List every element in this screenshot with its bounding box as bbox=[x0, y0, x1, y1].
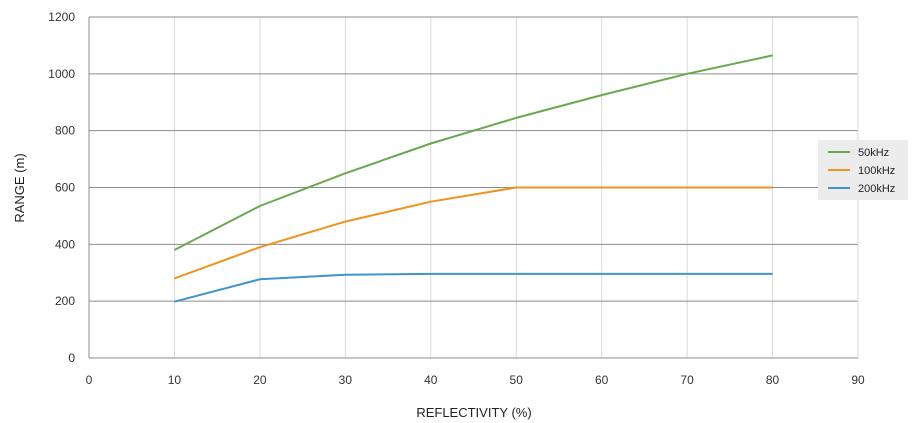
legend-label: 50kHz bbox=[858, 147, 889, 159]
legend-label: 100kHz bbox=[858, 165, 895, 177]
legend-label: 200kHz bbox=[858, 183, 895, 195]
series-line-100kHz bbox=[174, 186, 773, 280]
y-tick-label: 600 bbox=[55, 181, 75, 195]
x-tick-labels: 0 10 20 30 40 50 60 70 80 90 bbox=[86, 373, 865, 387]
y-tick-label: 0 bbox=[68, 351, 75, 365]
x-tick-label: 10 bbox=[168, 373, 182, 387]
y-tick-label: 1000 bbox=[48, 67, 75, 81]
x-tick-label: 0 bbox=[86, 373, 93, 387]
x-tick-label: 40 bbox=[424, 373, 438, 387]
series-line-200kHz bbox=[174, 272, 773, 303]
x-tick-label: 70 bbox=[680, 373, 694, 387]
y-tick-label: 200 bbox=[55, 294, 75, 308]
y-tick-label: 1200 bbox=[48, 10, 75, 24]
x-axis-title: REFLECTIVITY (%) bbox=[416, 405, 531, 420]
x-tick-label: 90 bbox=[851, 373, 865, 387]
x-tick-label: 50 bbox=[510, 373, 524, 387]
x-tick-label: 20 bbox=[253, 373, 267, 387]
y-tick-label: 800 bbox=[55, 124, 75, 138]
y-axis-title: RANGE (m) bbox=[12, 153, 27, 222]
x-tick-label: 80 bbox=[766, 373, 780, 387]
x-tick-label: 60 bbox=[595, 373, 609, 387]
legend: 50kHz 100kHz 200kHz bbox=[818, 140, 908, 200]
series-lines bbox=[173, 54, 773, 303]
x-tick-label: 30 bbox=[339, 373, 353, 387]
series-line-50kHz bbox=[173, 54, 773, 251]
horizontal-gridlines bbox=[89, 16, 858, 302]
y-tick-label: 400 bbox=[55, 237, 75, 251]
y-tick-labels: 0 200 400 600 800 1000 1200 bbox=[48, 10, 75, 365]
